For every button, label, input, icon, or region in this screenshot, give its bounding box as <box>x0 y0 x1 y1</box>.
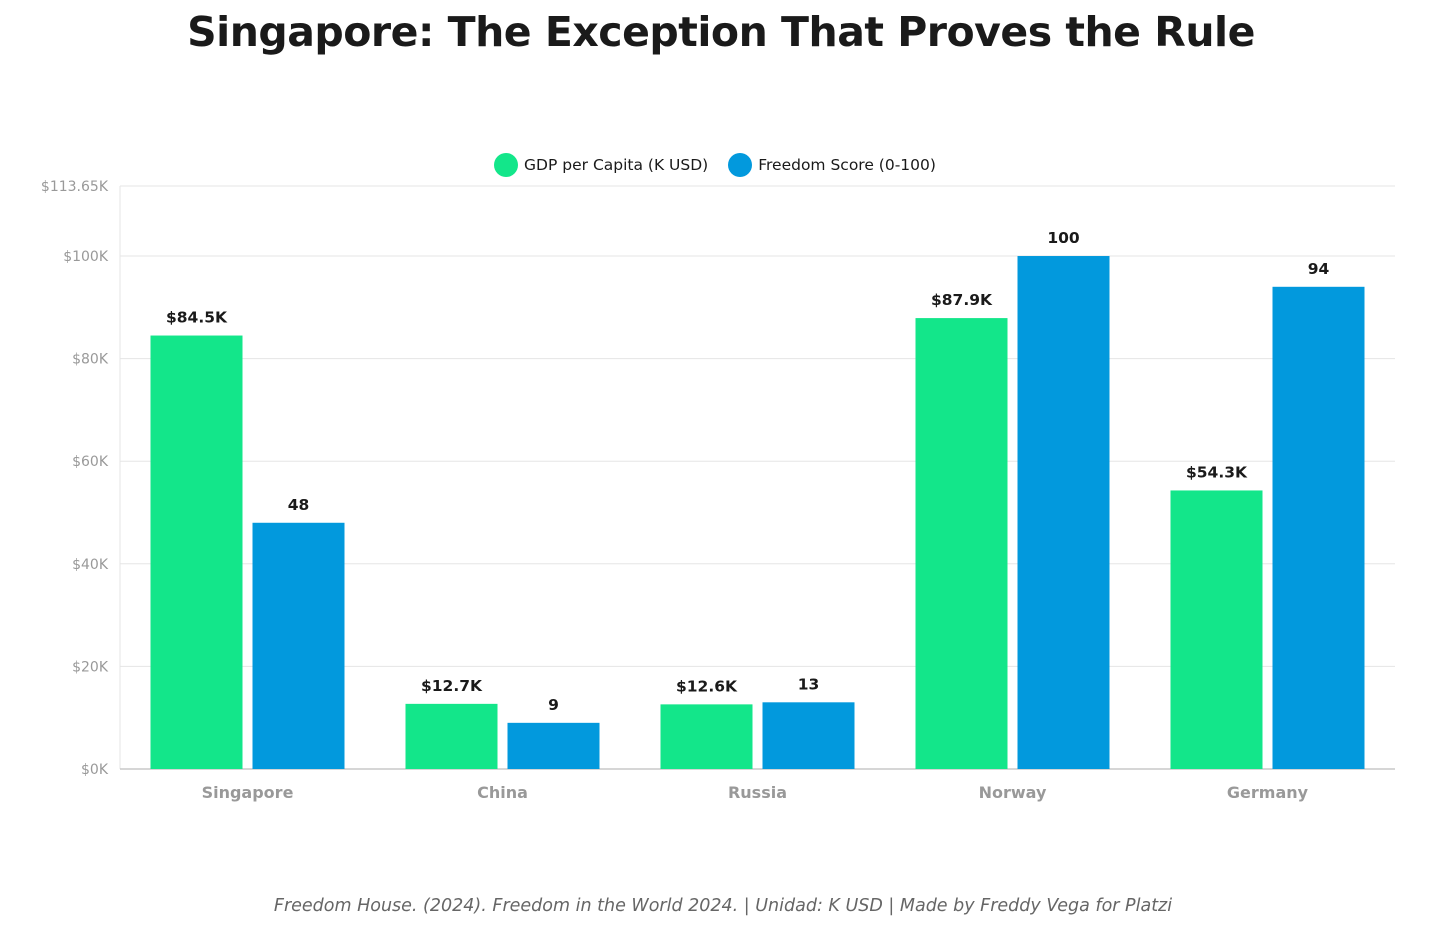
bar-freedom-germany[interactable] <box>1272 286 1365 769</box>
legend-label-gdp: GDP per Capita (K USD) <box>524 156 709 174</box>
data-label: 48 <box>288 496 310 514</box>
y-tick-label: $113.65K <box>41 179 109 195</box>
data-label: $12.7K <box>421 677 483 695</box>
x-tick-label: China <box>477 783 528 802</box>
legend-item-freedom[interactable]: Freedom Score (0-100) <box>728 153 936 177</box>
legend-swatch-freedom <box>728 153 753 177</box>
bar-freedom-russia[interactable] <box>762 702 855 769</box>
bar-gdp-china[interactable] <box>405 703 498 769</box>
bar-gdp-norway[interactable] <box>915 318 1008 769</box>
bar-freedom-norway[interactable] <box>1017 256 1110 769</box>
x-tick-label: Russia <box>728 783 787 802</box>
legend-item-gdp[interactable]: GDP per Capita (K USD) <box>494 153 708 177</box>
bar-gdp-germany[interactable] <box>1170 490 1263 769</box>
legend: GDP per Capita (K USD) Freedom Score (0-… <box>0 153 1430 177</box>
bar-freedom-china[interactable] <box>507 722 600 769</box>
x-tick-label: Norway <box>979 783 1047 802</box>
data-label: 94 <box>1308 260 1330 278</box>
source-caption: Freedom House. (2024). Freedom in the Wo… <box>273 896 1173 916</box>
y-tick-label: $80K <box>72 352 109 368</box>
y-tick-label: $100K <box>63 249 109 265</box>
y-tick-label: $60K <box>72 454 109 470</box>
legend-swatch-gdp <box>494 153 519 177</box>
data-label: $12.6K <box>676 677 738 695</box>
chart-title: Singapore: The Exception That Proves the… <box>187 8 1255 56</box>
x-tick-label: Germany <box>1227 783 1309 802</box>
y-tick-label: $20K <box>72 659 109 675</box>
data-label: 9 <box>548 696 559 714</box>
x-tick-label: Singapore <box>202 783 294 802</box>
y-tick-label: $40K <box>72 557 109 573</box>
data-label: 13 <box>798 675 820 693</box>
legend-label-freedom: Freedom Score (0-100) <box>758 156 936 174</box>
bar-freedom-singapore[interactable] <box>252 522 345 769</box>
data-label: 100 <box>1047 229 1080 247</box>
data-label: $87.9K <box>931 291 993 309</box>
y-tick-label: $0K <box>81 762 109 778</box>
bar-gdp-singapore[interactable] <box>150 335 243 769</box>
data-label: $54.3K <box>1186 463 1248 481</box>
bar-gdp-russia[interactable] <box>660 704 753 769</box>
data-label: $84.5K <box>166 309 228 327</box>
